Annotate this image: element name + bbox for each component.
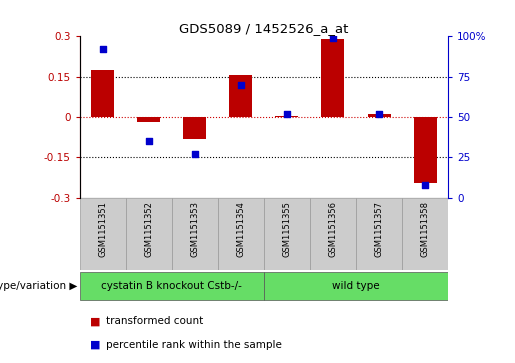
Text: GSM1151358: GSM1151358	[421, 201, 430, 257]
Text: transformed count: transformed count	[106, 316, 203, 326]
Bar	[402, 198, 448, 270]
Bar	[183, 117, 207, 139]
Point	[421, 182, 429, 188]
Bar	[356, 198, 402, 270]
Text: genotype/variation ▶: genotype/variation ▶	[0, 281, 77, 291]
Point	[283, 111, 291, 117]
Bar	[264, 198, 310, 270]
Bar	[91, 70, 114, 117]
Point	[375, 111, 383, 117]
Bar	[172, 198, 218, 270]
Text: ■: ■	[90, 340, 100, 350]
Text: GSM1151352: GSM1151352	[144, 201, 153, 257]
Point	[329, 35, 337, 41]
Text: cystatin B knockout Cstb-/-: cystatin B knockout Cstb-/-	[101, 281, 243, 291]
Bar	[368, 114, 390, 117]
Point	[191, 151, 199, 157]
Text: GSM1151356: GSM1151356	[329, 201, 337, 257]
Text: wild type: wild type	[332, 281, 380, 291]
Point	[145, 138, 153, 144]
Bar	[321, 39, 345, 117]
Point	[237, 82, 245, 87]
Point	[99, 46, 107, 52]
Bar	[414, 117, 437, 183]
Bar	[264, 272, 448, 300]
Text: GSM1151357: GSM1151357	[374, 201, 384, 257]
Text: GSM1151354: GSM1151354	[236, 201, 246, 257]
Bar	[218, 198, 264, 270]
Title: GDS5089 / 1452526_a_at: GDS5089 / 1452526_a_at	[179, 22, 349, 35]
Bar	[138, 117, 160, 122]
Text: percentile rank within the sample: percentile rank within the sample	[106, 340, 282, 350]
Bar	[80, 198, 126, 270]
Text: GSM1151355: GSM1151355	[282, 201, 291, 257]
Bar	[80, 272, 264, 300]
Bar	[276, 116, 299, 117]
Text: GSM1151351: GSM1151351	[98, 201, 107, 257]
Text: GSM1151353: GSM1151353	[191, 201, 199, 257]
Bar	[126, 198, 172, 270]
Bar	[229, 76, 252, 117]
Text: ■: ■	[90, 316, 100, 326]
Bar	[310, 198, 356, 270]
